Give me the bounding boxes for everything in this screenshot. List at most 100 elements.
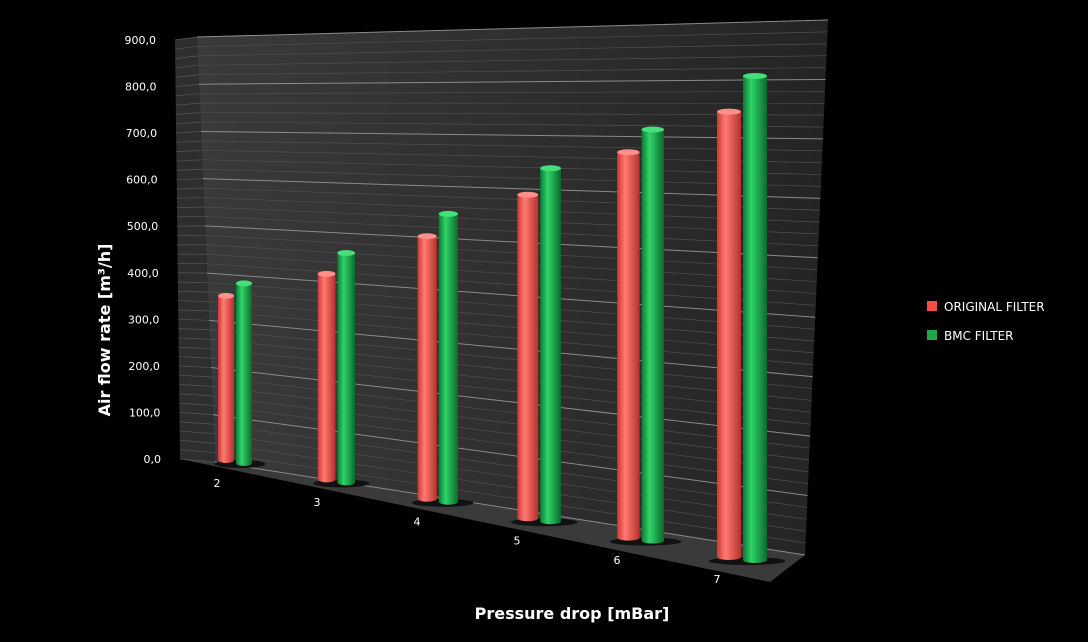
major-gridline <box>212 414 808 497</box>
cylinder-body <box>743 75 767 561</box>
side-gridline <box>176 140 202 143</box>
bar-bmc-3 <box>337 249 356 486</box>
y-tick-label: 0,0 <box>144 453 162 466</box>
cylinder-bottom <box>717 554 741 560</box>
side-gridline <box>179 430 214 435</box>
side-gridline <box>178 309 209 312</box>
cylinder-body <box>517 194 539 519</box>
cylinder-top <box>417 233 437 240</box>
minor-gridline <box>208 310 814 366</box>
cylinder-top <box>617 149 640 156</box>
side-gridline <box>179 412 214 416</box>
minor-gridline <box>197 31 828 47</box>
minor-gridline <box>210 357 811 425</box>
side-gridline <box>175 55 198 59</box>
side-gridline <box>179 449 215 453</box>
side-gridline <box>176 187 204 190</box>
bar-original-3 <box>317 270 336 483</box>
cylinder-top <box>236 280 252 287</box>
minor-gridline <box>199 90 825 95</box>
side-gridline <box>176 149 202 153</box>
minor-gridline <box>212 395 809 473</box>
side-gridline <box>175 46 198 50</box>
side-gridline <box>176 168 203 171</box>
legend-label-bmc: BMC FILTER <box>944 329 1014 343</box>
cylinder-bottom <box>743 557 767 563</box>
minor-gridline <box>197 43 827 57</box>
y-tick-label: 200,0 <box>128 360 160 373</box>
side-gridline <box>175 93 200 97</box>
side-gridline <box>175 83 200 87</box>
cylinder-bottom <box>641 537 664 544</box>
floor <box>180 459 805 582</box>
major-gridline <box>206 272 816 318</box>
side-gridline <box>176 197 204 199</box>
side-gridline <box>178 300 209 302</box>
cylinder-top <box>337 249 356 256</box>
x-tick-label: 5 <box>514 535 521 548</box>
cylinder-bottom <box>337 479 356 486</box>
bar-original-6 <box>617 149 640 541</box>
minor-gridline <box>212 404 809 485</box>
x-tick-label: 6 <box>614 554 621 567</box>
x-tick-label: 3 <box>314 496 321 509</box>
minor-gridline <box>203 197 820 223</box>
side-wall <box>175 37 215 462</box>
minor-gridline <box>206 263 816 306</box>
cylinder-top <box>438 210 458 217</box>
cylinder-top <box>517 191 539 198</box>
cylinder-bottom <box>540 518 561 525</box>
side-gridline <box>178 328 210 331</box>
minor-gridline <box>214 452 806 544</box>
minor-gridline <box>214 442 807 532</box>
cylinder-body <box>641 129 664 541</box>
minor-gridline <box>213 423 808 508</box>
side-gridline <box>178 365 212 368</box>
y-tick-label: 400,0 <box>127 267 159 280</box>
side-gridline <box>176 159 203 162</box>
y-tick-label: 800,0 <box>125 81 157 94</box>
cylinder-body <box>218 295 234 460</box>
cylinder-top <box>540 165 561 172</box>
major-gridline <box>196 19 829 38</box>
minor-gridline <box>210 348 812 413</box>
major-gridline <box>204 225 818 259</box>
cylinder-bottom <box>317 476 336 483</box>
minor-gridline <box>205 234 818 271</box>
cylinder-bottom <box>617 534 640 541</box>
side-gridline <box>175 102 200 106</box>
cylinder-top <box>717 108 741 115</box>
y-tick-label: 600,0 <box>126 174 158 187</box>
legend-swatch-bmc <box>927 330 937 340</box>
side-gridline <box>179 458 216 463</box>
side-gridline <box>175 112 201 115</box>
cylinder-body <box>417 236 437 499</box>
minor-gridline <box>205 244 817 282</box>
minor-gridline <box>211 376 810 449</box>
bar-original-7 <box>717 108 741 560</box>
cylinder-top <box>218 292 234 299</box>
bar-bmc-5 <box>540 165 561 525</box>
side-gridline <box>178 318 210 321</box>
cylinder-body <box>717 111 741 558</box>
major-gridline <box>214 461 806 556</box>
minor-gridline <box>198 55 827 66</box>
y-tick-label: 300,0 <box>128 313 160 326</box>
x-tick-label: 4 <box>414 515 421 528</box>
cylinder-body <box>236 283 252 463</box>
side-gridline <box>179 402 213 406</box>
y-tick-label: 700,0 <box>126 127 158 140</box>
cylinder-bottom <box>417 495 437 502</box>
legend: ORIGINAL FILTER BMC FILTER <box>927 300 1045 343</box>
cylinder-body <box>438 213 458 502</box>
cylinder-top <box>317 270 336 277</box>
side-gridline <box>179 384 212 387</box>
side-gridline <box>179 440 215 444</box>
minor-gridline <box>209 329 813 389</box>
side-gridline <box>177 291 208 293</box>
minor-gridline <box>198 67 826 76</box>
side-gridline <box>175 64 199 69</box>
major-gridline <box>208 319 813 378</box>
minor-gridline <box>204 216 819 247</box>
cylinder-bottom <box>218 457 234 463</box>
